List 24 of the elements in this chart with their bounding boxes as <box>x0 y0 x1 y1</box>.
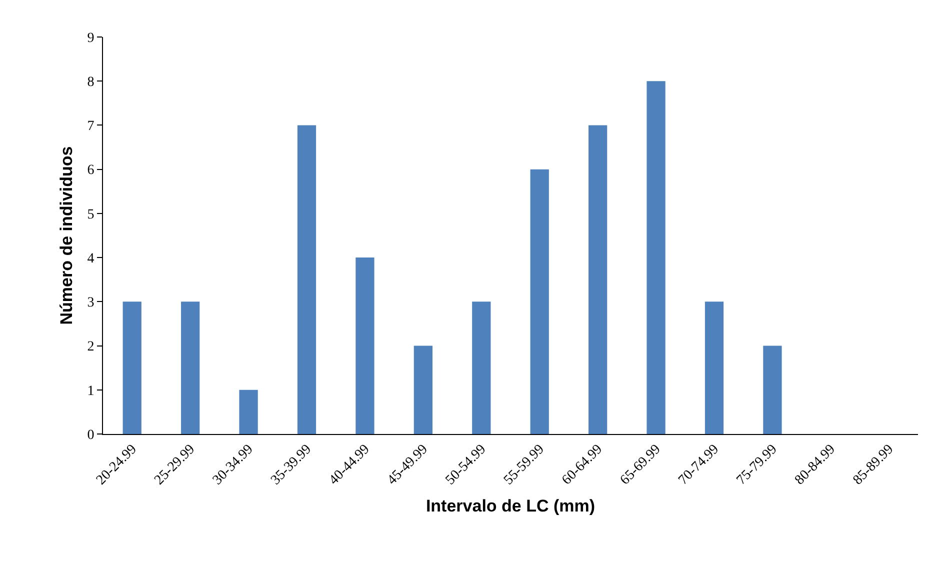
bar <box>356 258 374 434</box>
bar <box>181 302 200 434</box>
y-tick-label: 3 <box>87 296 94 311</box>
bar <box>588 125 608 434</box>
bar <box>239 390 258 434</box>
y-tick-label: 0 <box>87 428 94 443</box>
bar <box>472 302 491 434</box>
y-tick-label: 4 <box>87 251 94 266</box>
y-tick-label: 6 <box>87 163 94 178</box>
y-axis-title: Número de individuos <box>56 146 76 325</box>
y-tick-label: 1 <box>87 384 94 399</box>
bar <box>646 81 666 434</box>
bar <box>122 302 142 434</box>
x-axis-title: Intervalo de LC (mm) <box>426 496 596 516</box>
y-tick-label: 7 <box>87 119 94 134</box>
bar <box>297 125 316 434</box>
bar <box>763 346 782 434</box>
y-tick-label: 9 <box>87 30 94 46</box>
bar <box>530 169 549 434</box>
bar <box>414 346 432 434</box>
bar <box>704 302 724 434</box>
y-tick-label: 8 <box>87 75 94 90</box>
y-tick-label: 2 <box>87 340 94 355</box>
y-tick-label: 5 <box>87 207 94 222</box>
